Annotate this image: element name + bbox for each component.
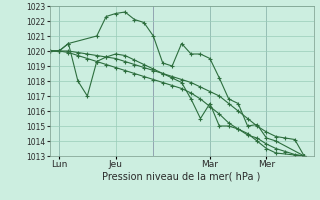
X-axis label: Pression niveau de la mer( hPa ): Pression niveau de la mer( hPa ) xyxy=(102,172,261,182)
